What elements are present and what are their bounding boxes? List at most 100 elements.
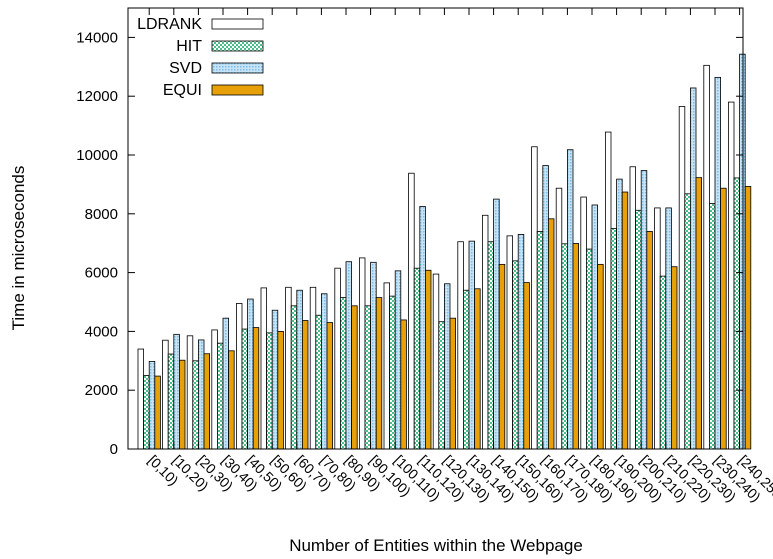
- bar-hit-11: [413, 267, 421, 450]
- bar-hit-19: [610, 228, 617, 450]
- bar-equi-14: [498, 263, 506, 450]
- legend-swatch-equi: [211, 84, 264, 96]
- bar-ldrank-18: [580, 196, 587, 450]
- bar-ldrank-7: [309, 286, 317, 450]
- y-tick-label: 6000: [85, 265, 118, 282]
- y-tick-label: 12000: [76, 88, 118, 105]
- bar-equi-22: [695, 177, 702, 450]
- legend-label-equi: EQUI: [163, 82, 202, 99]
- bar-equi-3: [228, 350, 235, 450]
- bar-ldrank-23: [703, 64, 710, 450]
- bar-equi-0: [154, 375, 161, 450]
- bar-equi-1: [178, 359, 186, 450]
- bar-hit-17: [561, 243, 568, 450]
- bar-hit-22: [684, 193, 691, 450]
- bar-svd-11: [419, 206, 426, 450]
- bar-svd-16: [542, 165, 549, 450]
- bar-hit-7: [315, 314, 322, 450]
- bar-ldrank-19: [605, 131, 612, 450]
- bar-equi-4: [252, 327, 260, 450]
- bar-hit-3: [216, 342, 224, 450]
- bar-equi-18: [597, 263, 604, 450]
- bar-ldrank-5: [260, 287, 267, 450]
- bar-svd-1: [173, 333, 180, 450]
- bar-equi-9: [375, 297, 383, 450]
- y-axis-title: Time in microseconds: [9, 166, 28, 331]
- bar-ldrank-11: [408, 172, 415, 450]
- bar-ldrank-0: [137, 348, 144, 450]
- bar-svd-5: [271, 309, 279, 450]
- bar-svd-13: [468, 240, 475, 450]
- bar-hit-14: [487, 241, 494, 450]
- bar-hit-8: [339, 297, 347, 450]
- x-axis-title: Number of Entities within the Webpage: [289, 536, 583, 555]
- bar-equi-7: [326, 322, 333, 450]
- legend-label-hit: HIT: [176, 38, 202, 55]
- bar-equi-16: [548, 218, 555, 450]
- bar-svd-12: [443, 283, 451, 450]
- bar-svd-14: [493, 198, 500, 450]
- bar-equi-21: [671, 266, 678, 450]
- bar-ldrank-8: [334, 267, 341, 450]
- legend: LDRANK HIT SVD EQUI: [137, 16, 264, 99]
- bar-svd-19: [616, 178, 623, 450]
- y-tick-label: 0: [110, 441, 118, 458]
- bar-equi-8: [351, 305, 358, 450]
- bar-hit-1: [167, 353, 175, 450]
- bar-svd-22: [690, 87, 697, 450]
- bar-svd-0: [148, 360, 156, 450]
- bar-ldrank-9: [358, 257, 366, 450]
- bar-equi-2: [203, 353, 210, 450]
- bar-hit-20: [635, 209, 642, 450]
- bar-hit-21: [659, 275, 667, 450]
- bar-equi-10: [400, 319, 407, 450]
- bar-equi-6: [301, 320, 309, 450]
- bar-hit-24: [733, 177, 740, 450]
- bar-ldrank-20: [629, 166, 636, 450]
- bar-ldrank-2: [186, 335, 194, 450]
- bar-ldrank-4: [235, 303, 243, 450]
- bar-svd-10: [394, 270, 402, 450]
- bar-ldrank-6: [285, 286, 292, 450]
- bar-hit-10: [389, 295, 396, 450]
- bar-equi-23: [720, 187, 727, 450]
- bar-equi-5: [277, 330, 284, 450]
- y-tick-label: 14000: [76, 29, 118, 46]
- bar-hit-18: [586, 248, 593, 450]
- bar-ldrank-16: [531, 146, 538, 450]
- bar-svd-4: [247, 298, 254, 450]
- legend-swatch-hit: [211, 40, 264, 52]
- legend-swatch-svd: [211, 62, 264, 74]
- legend-label-svd: SVD: [169, 60, 202, 77]
- bar-hit-6: [290, 305, 298, 450]
- bar-equi-20: [646, 231, 653, 450]
- bar-ldrank-13: [457, 241, 464, 450]
- bar-ldrank-14: [481, 214, 489, 450]
- bar-equi-19: [621, 191, 629, 450]
- bar-equi-17: [572, 243, 579, 450]
- bar-hit-0: [143, 375, 150, 450]
- bar-equi-13: [474, 288, 481, 450]
- bar-hit-2: [192, 360, 199, 450]
- bar-ldrank-3: [211, 329, 218, 450]
- y-tick-label: 2000: [85, 382, 118, 399]
- bar-hit-4: [241, 328, 248, 450]
- bar-ldrank-1: [162, 339, 169, 450]
- bar-svd-21: [665, 207, 672, 450]
- bar-svd-23: [714, 76, 721, 450]
- y-tick-label: 10000: [76, 147, 118, 164]
- bar-ldrank-10: [383, 282, 390, 450]
- bar-ldrank-17: [555, 187, 563, 450]
- bar-svd-18: [591, 204, 598, 450]
- bar-svd-17: [567, 149, 574, 450]
- bar-equi-12: [449, 317, 456, 450]
- bar-hit-16: [536, 231, 544, 450]
- bar-svd-6: [296, 289, 303, 450]
- bar-ldrank-24: [728, 101, 735, 450]
- bar-svd-3: [222, 317, 229, 450]
- bar-svd-8: [345, 261, 352, 450]
- bar-equi-11: [424, 269, 432, 450]
- bar-hit-13: [462, 289, 470, 450]
- y-tick-label: 8000: [85, 206, 118, 223]
